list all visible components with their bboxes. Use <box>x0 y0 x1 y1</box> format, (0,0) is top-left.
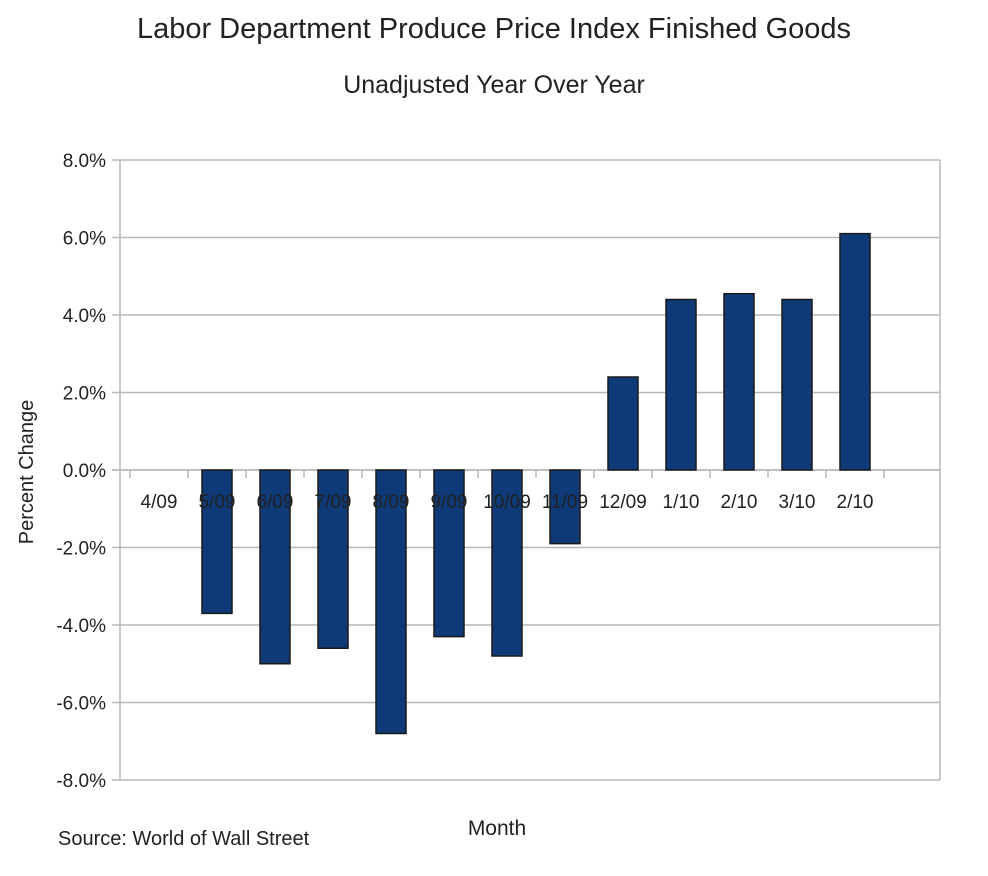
x-tick-label: 1/10 <box>663 492 700 513</box>
y-tick-label: 6.0% <box>63 229 106 250</box>
y-tick-label: -6.0% <box>56 694 106 715</box>
bar <box>549 469 581 545</box>
x-tick-label: 4/09 <box>141 492 178 513</box>
x-tick-label: 11/09 <box>542 492 588 513</box>
x-tick-label: 8/09 <box>373 492 410 513</box>
x-tick-label: 5/09 <box>199 492 236 513</box>
chart-subtitle: Unadjusted Year Over Year <box>343 71 645 99</box>
bar <box>317 469 349 649</box>
y-axis-label: Percent Change <box>16 400 38 545</box>
x-tick-label: 3/10 <box>779 492 816 513</box>
bar <box>781 298 813 471</box>
x-tick-label: 6/09 <box>257 492 294 513</box>
y-tick-label: -2.0% <box>56 539 106 560</box>
bar <box>665 298 697 471</box>
bar <box>259 469 291 665</box>
x-tick-labels: 4/09 5/09 6/09 7/09 8/09 9/09 10/09 11/09 12/09 1… <box>141 492 874 513</box>
x-axis-label: Month <box>468 817 526 840</box>
bar <box>491 469 523 657</box>
bars <box>201 232 871 735</box>
bar <box>433 469 465 638</box>
chart-title: Labor Department Produce Price Index Fin… <box>137 13 851 45</box>
y-tick-label: 0.0% <box>63 461 106 482</box>
y-tick-label: 8.0% <box>63 151 106 172</box>
x-tick-label: 9/09 <box>431 492 468 513</box>
y-tick-label: -4.0% <box>56 616 106 637</box>
x-tick-label: 2/10 <box>837 492 874 513</box>
x-tick-label: 7/09 <box>315 492 352 513</box>
x-tick-label: 12/09 <box>599 492 647 513</box>
x-tick-label: 2/10 <box>721 492 758 513</box>
bar <box>201 469 233 615</box>
y-tick-label: 4.0% <box>63 306 106 327</box>
y-tick-label: -8.0% <box>56 771 106 792</box>
bar <box>375 469 407 735</box>
bar <box>723 292 755 471</box>
bar <box>607 376 639 471</box>
x-tick-label: 10/09 <box>483 492 531 513</box>
bar <box>839 232 871 471</box>
y-tick-label: 2.0% <box>63 384 106 405</box>
y-tick-labels: 8.0% 6.0% 4.0% 2.0% 0.0% -2.0% -4.0% -6.0% -8.0% <box>56 151 106 792</box>
source-note: Source: World of Wall Street <box>58 828 310 850</box>
